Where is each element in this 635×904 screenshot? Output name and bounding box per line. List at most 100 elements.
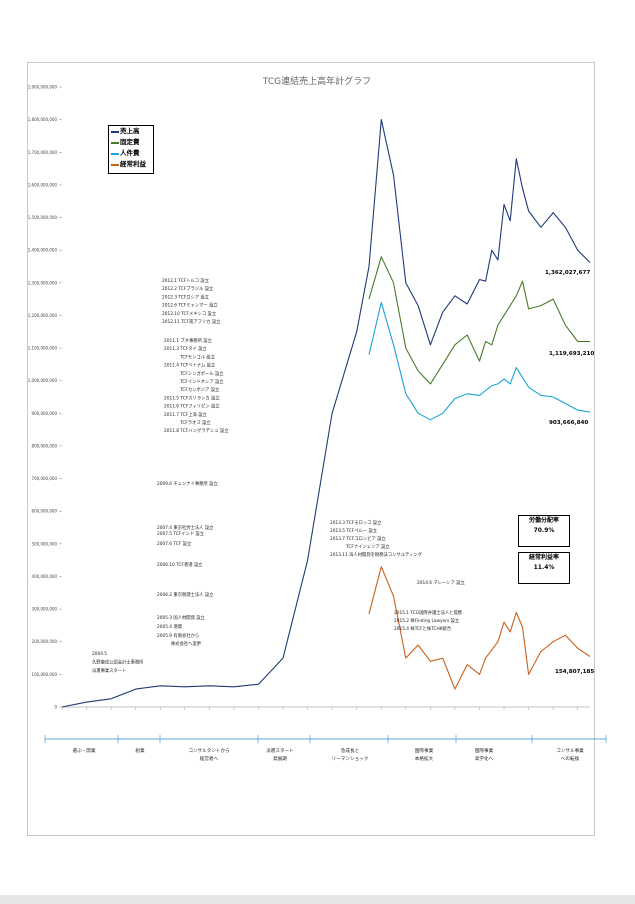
annotation-recent: 2015.2 株Finding Lawyers 設立 (394, 617, 460, 624)
annotation-latam: 2012.10 TCFメキシコ 設立 (162, 310, 217, 317)
y-tick-label: 1,300,000,000 (28, 280, 58, 285)
phase-label: コンサル事業 (556, 747, 584, 754)
phase-label: 経営者へ (200, 755, 219, 762)
annotation-asia: TCFカンボジア 設立 (179, 386, 220, 393)
annotation-history: 2005.9 有限会社から (157, 632, 199, 639)
kpi-value: 11.4% (533, 564, 555, 571)
annotation-asia: 2011.7 TCF上海 設立 (164, 411, 208, 418)
y-tick-label: 1,900,000,000 (28, 85, 58, 90)
phase-label: 本格拡大 (415, 755, 434, 762)
legend-swatch (111, 153, 119, 155)
y-tick-label: 1,600,000,000 (28, 182, 58, 187)
y-tick-label: 0 (54, 705, 57, 710)
annotation-asia: 2011.3 TCFタイ 設立 (164, 345, 208, 352)
y-tick-label: 700,000,000 (32, 476, 58, 481)
phase-label: 急成長と (341, 747, 359, 754)
phase-label: リーマンショック (332, 756, 369, 762)
y-tick-label: 1,500,000,000 (28, 215, 58, 220)
legend-item-sales: 売上高 (109, 126, 153, 137)
annotation-start: 2004.5 (92, 651, 107, 657)
y-tick-label: 200,000,000 (32, 639, 58, 644)
legend-item-profit: 経常利益 (109, 159, 153, 170)
annotation-asia: 2011.5 TCFスリランカ 設立 (164, 394, 220, 401)
phase-label: 発展期 (273, 755, 287, 762)
annotation-asia: 2011.8 TCFバングラデシュ 設立 (164, 427, 229, 434)
chart-frame (27, 62, 595, 836)
annotation-history: 2005.3 国人材開発 設立 (157, 614, 206, 621)
y-tick-label: 100,000,000 (32, 672, 58, 677)
y-tick-label: 1,700,000,000 (28, 150, 58, 155)
annotation-history: 2009.6 チェンナイ事務所 設立 (157, 480, 218, 487)
series-line-2 (368, 301, 591, 421)
annotation-latam: 2012.6 TCFミャンマー 設立 (162, 302, 218, 309)
annotation-latam: 2012.3 TCFロシア 設立 (162, 293, 210, 300)
legend-item-personnel: 人件費 (109, 148, 153, 159)
y-tick-label: 1,200,000,000 (28, 313, 58, 318)
y-tick-label: 400,000,000 (32, 574, 58, 579)
phase-label: への転換 (561, 755, 580, 762)
annotation-history: 2007.5 TCFインド 設立 (157, 530, 205, 537)
legend-swatch (111, 164, 119, 166)
annotation-recent: 2015.4 株TCFと株TCHK統合 (394, 625, 452, 632)
annotation-asia: TCFラオス 設立 (179, 419, 211, 426)
annotation-history: 2007.6 TCF 設立 (157, 540, 192, 547)
annotation-mid: 2013.7 TCFコロンビア 設立 (330, 535, 386, 542)
y-tick-label: 1,400,000,000 (28, 248, 58, 253)
phase-label: 派遣スタート (266, 747, 294, 754)
end-label-personnel: 903,666,840 (549, 420, 588, 426)
annotation-mid: 2013.5 TCFペルー 設立 (330, 527, 378, 534)
annotation-mid: 2013.3 TCFモロッコ 設立 (330, 519, 382, 526)
legend: 売上高 固定費 人件費 経常利益 (108, 125, 154, 174)
annotation-start: 久野康成公認会計士事務所 (92, 659, 144, 666)
annotation-latam: 2012.2 TCFブラジル 設立 (162, 285, 214, 292)
annotation-start: 派遣事業スタート (92, 667, 126, 674)
phase-label: 国際事業 (475, 747, 494, 754)
phase-label: コンサルタントから (188, 747, 229, 754)
annotation-history: 2006.10 TCF香港 設立 (157, 561, 203, 568)
annotation-mid: TCFナイジェリア 設立 (345, 543, 390, 550)
annotation-asia: TCFインドネシア 設立 (179, 378, 224, 385)
kpi-profit-margin: 経常利益率 11.4% (518, 552, 570, 584)
annotation-malaysia: 2014.6 マレーシア 設立 (417, 579, 465, 586)
phase-label: 国際事業 (415, 747, 434, 754)
annotation-history: 2007.4 東京社労士法人 設立 (157, 524, 214, 531)
kpi-value: 70.9% (533, 527, 555, 534)
annotation-history: 2006.2 東京税理士法人 設立 (157, 591, 214, 598)
kpi-labor-share: 労働分配率 70.9% (518, 515, 570, 547)
y-tick-label: 1,800,000,000 (28, 117, 58, 122)
annotation-history: 株式会社へ変更 (171, 640, 202, 647)
y-tick-label: 300,000,000 (32, 607, 58, 612)
end-label-fixed: 1,119,693,210 (549, 351, 594, 357)
annotation-asia: TCFシンガポール 設立 (179, 370, 224, 377)
annotation-recent: 2015.1 TCG国際弁護士法人と提携 (394, 609, 463, 616)
annotation-asia: TCFモンゴル 設立 (179, 353, 216, 360)
series-line-1 (368, 256, 591, 385)
kpi-label: 労働分配率 (528, 517, 559, 524)
annotation-latam: 2012.1 TCFトルコ 設立 (162, 277, 210, 284)
legend-swatch (111, 142, 119, 144)
phase-label: 創業 (135, 747, 145, 754)
end-label-profit: 154,807,185 (555, 669, 594, 675)
annotation-asia: 2011.1 ブネ事務所 設立 (164, 337, 213, 344)
legend-item-fixed: 固定費 (109, 137, 153, 148)
annotation-mid: 2013.11 海人材開発を税務法コンサルティング (330, 551, 423, 558)
y-tick-label: 500,000,000 (32, 541, 58, 546)
bottom-scroll-strip (0, 895, 635, 904)
series-line-3 (368, 566, 591, 690)
annotation-asia: 2011.4 TCFベトナム 設立 (164, 362, 216, 369)
end-label-sales: 1,362,027,677 (545, 270, 590, 276)
chart-title: TCG連結売上高年計グラフ (262, 75, 371, 87)
annotation-asia: 2011.6 TCFフィリピン 設立 (164, 403, 220, 410)
y-tick-label: 600,000,000 (32, 509, 58, 514)
annotation-history: 2005.4 増資 (157, 623, 183, 630)
phase-label: 高学化へ (475, 755, 494, 762)
y-tick-label: 1,000,000,000 (28, 378, 58, 383)
y-tick-label: 800,000,000 (32, 443, 58, 448)
y-tick-label: 1,100,000,000 (28, 346, 58, 351)
series-line-0 (61, 119, 591, 708)
kpi-label: 経常利益率 (528, 554, 559, 561)
legend-swatch (111, 131, 119, 133)
annotation-latam: 2012.11 TCF南アフリカ 設立 (162, 318, 221, 325)
